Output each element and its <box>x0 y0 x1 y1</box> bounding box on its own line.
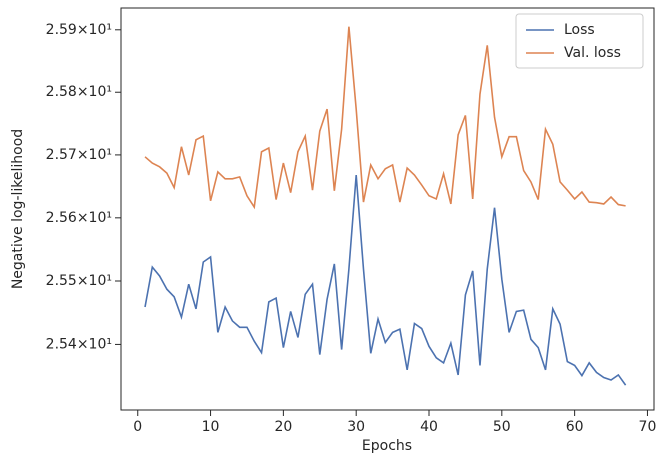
x-tick-label: 50 <box>493 419 511 435</box>
x-tick-label: 60 <box>566 419 584 435</box>
y-tick-label: 2.57×10¹ <box>46 147 112 163</box>
data-line <box>144 174 627 386</box>
y-axis-label: Negative log-likelihood <box>10 129 26 289</box>
x-axis-label: Epochs <box>362 438 412 454</box>
legend-label: Val. loss <box>564 45 621 61</box>
legend-label: Loss <box>564 22 595 38</box>
plot-frame <box>120 7 655 411</box>
x-tick-label: 10 <box>202 419 220 435</box>
y-tick-label: 2.56×10¹ <box>46 210 112 226</box>
y-tick-label: 2.54×10¹ <box>46 336 112 352</box>
x-tick-label: 40 <box>420 419 438 435</box>
data-line <box>144 26 626 210</box>
x-tick-label: 70 <box>639 419 657 435</box>
x-tick-label: 20 <box>274 419 292 435</box>
legend-box <box>515 13 644 69</box>
y-tick-label: 2.55×10¹ <box>46 273 112 289</box>
x-tick-label: 0 <box>133 419 142 435</box>
y-tick-label: 2.58×10¹ <box>46 84 112 100</box>
y-tick-label: 2.59×10¹ <box>46 22 112 38</box>
x-tick-label: 30 <box>347 419 365 435</box>
